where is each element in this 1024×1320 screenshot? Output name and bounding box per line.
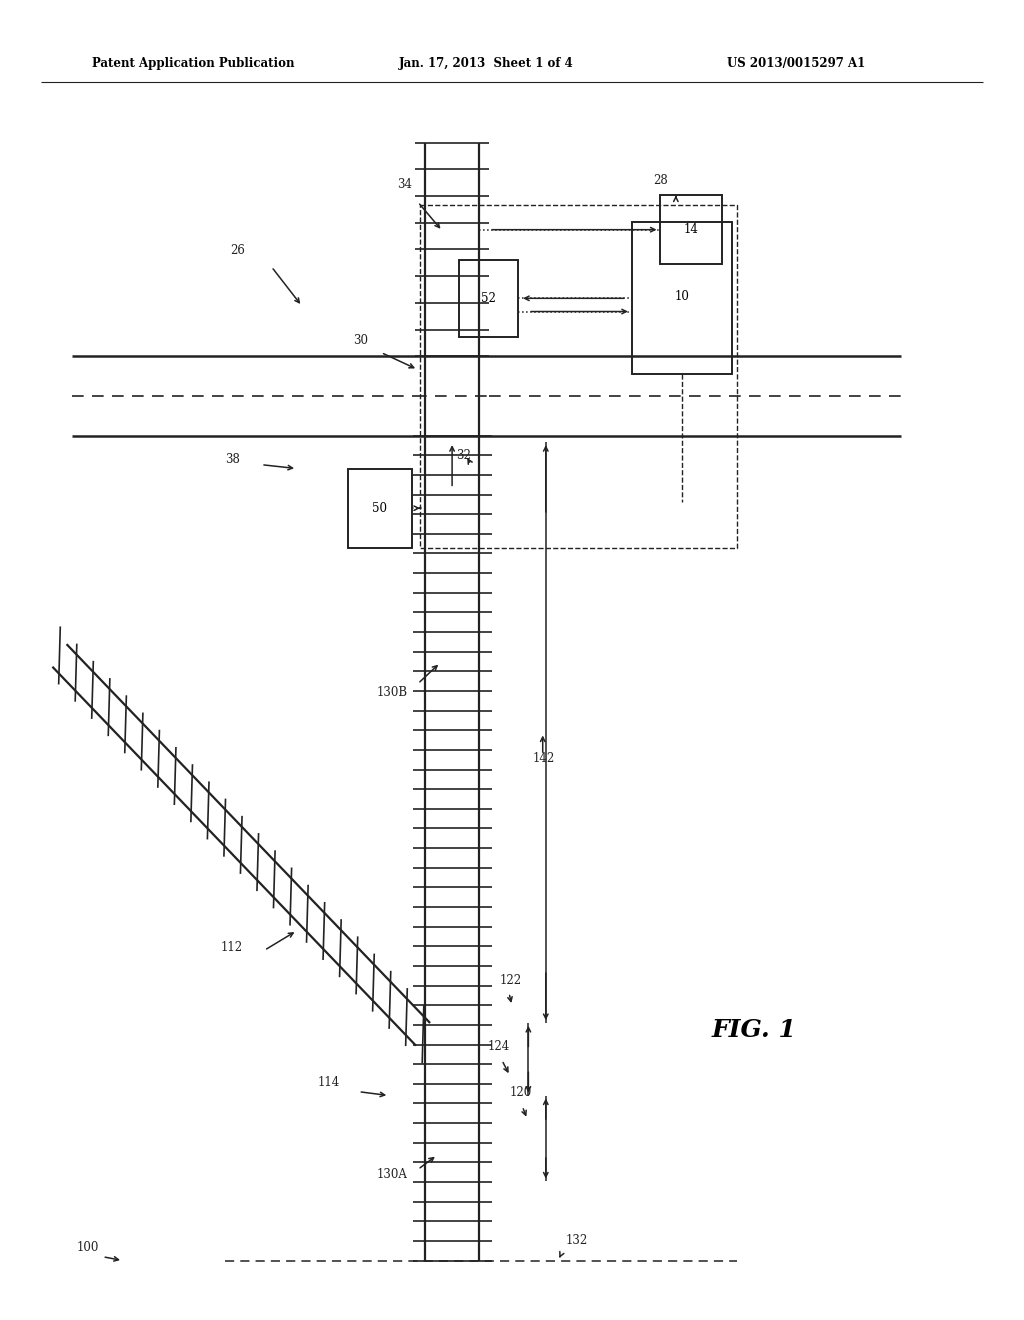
Text: 34: 34 <box>397 178 413 191</box>
Bar <box>348 469 412 548</box>
Text: 122: 122 <box>500 974 522 987</box>
Text: FIG. 1: FIG. 1 <box>712 1018 797 1041</box>
Text: 10: 10 <box>675 290 689 304</box>
Text: 112: 112 <box>220 941 243 954</box>
Bar <box>459 260 518 337</box>
Text: Patent Application Publication: Patent Application Publication <box>92 57 295 70</box>
Text: 50: 50 <box>373 502 387 515</box>
Text: 114: 114 <box>317 1076 340 1089</box>
Text: 120: 120 <box>510 1086 532 1100</box>
Text: Jan. 17, 2013  Sheet 1 of 4: Jan. 17, 2013 Sheet 1 of 4 <box>399 57 574 70</box>
Text: 32: 32 <box>456 449 471 462</box>
Text: 38: 38 <box>225 453 241 466</box>
Text: 130B: 130B <box>377 686 408 700</box>
Text: 14: 14 <box>684 223 698 236</box>
Text: 124: 124 <box>487 1040 510 1053</box>
Text: 26: 26 <box>230 244 246 257</box>
Text: 142: 142 <box>532 752 555 766</box>
Text: 30: 30 <box>353 334 369 347</box>
Bar <box>632 222 732 374</box>
Text: 52: 52 <box>481 292 496 305</box>
Text: 132: 132 <box>565 1234 588 1247</box>
Text: US 2013/0015297 A1: US 2013/0015297 A1 <box>727 57 865 70</box>
Text: 100: 100 <box>77 1241 99 1254</box>
Bar <box>660 195 722 264</box>
Text: 28: 28 <box>653 174 668 187</box>
Text: 130A: 130A <box>377 1168 408 1181</box>
